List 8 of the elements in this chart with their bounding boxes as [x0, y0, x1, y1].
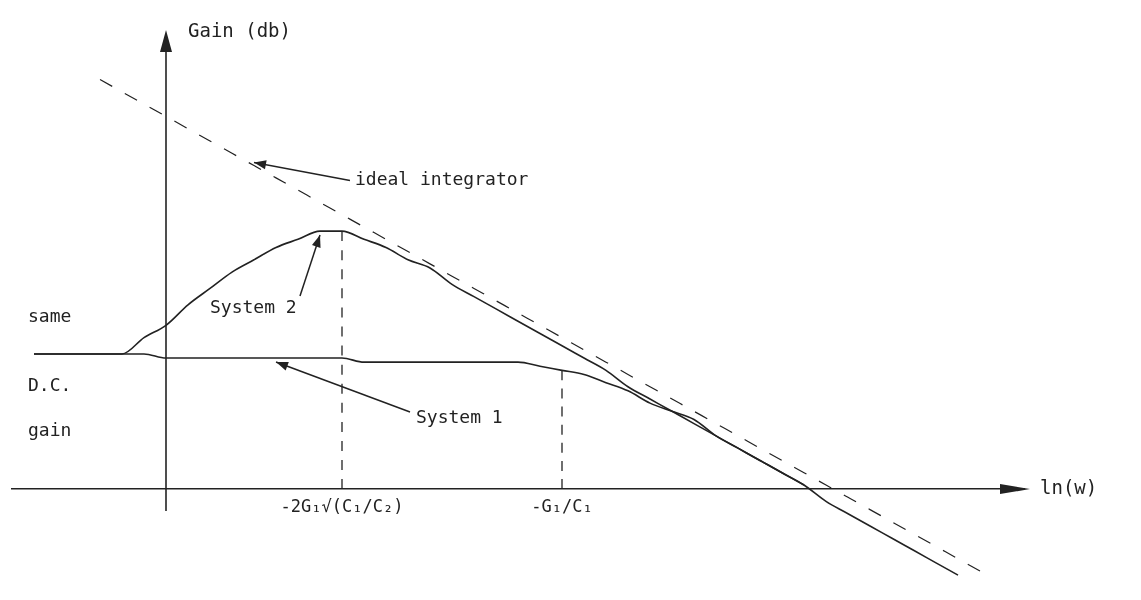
series-label: System 2 — [210, 295, 297, 317]
x-tick-label: -G₁/C₁ — [531, 495, 593, 516]
text: System 1 — [416, 405, 503, 427]
y-axis-title: Gain (db) — [188, 18, 291, 41]
series-label: ideal integrator — [355, 168, 529, 190]
text: same D.C. gain — [28, 304, 72, 440]
x-tick-label: -2G₁√(C₁/C₂) — [280, 495, 404, 516]
x-axis-title: ln(w) — [1040, 476, 1098, 499]
